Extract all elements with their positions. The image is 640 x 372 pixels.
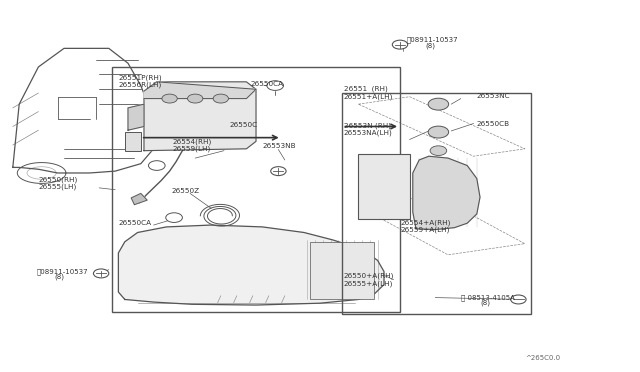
Text: (8): (8) [426,42,436,49]
Text: 26553NC: 26553NC [477,93,511,99]
Polygon shape [413,156,480,230]
Circle shape [162,94,177,103]
Bar [358,154,410,219]
Circle shape [271,167,286,176]
Text: 26551P(RH)
26556R(LH): 26551P(RH) 26556R(LH) [118,74,162,88]
Text: 26550+A(RH)
26555+A(LH): 26550+A(RH) 26555+A(LH) [344,273,394,287]
Bar [310,242,374,299]
Text: 26553N (RH)
26553NA(LH): 26553N (RH) 26553NA(LH) [344,122,392,136]
Text: 26550CA: 26550CA [118,220,152,226]
Text: 26550CA: 26550CA [251,81,284,87]
Polygon shape [144,82,256,99]
Circle shape [428,126,449,138]
Circle shape [428,98,449,110]
Text: 26550(RH)
26555(LH): 26550(RH) 26555(LH) [38,176,77,190]
Bar [125,132,141,151]
Text: (8): (8) [480,300,490,307]
Circle shape [93,269,109,278]
Text: ⓝ08911-10537: ⓝ08911-10537 [36,268,88,275]
Text: 26553NB: 26553NB [262,143,296,149]
Circle shape [166,213,182,222]
Text: 26554(RH)
26559(LH): 26554(RH) 26559(LH) [173,138,212,152]
Text: ⓢ 08513-4105A: ⓢ 08513-4105A [461,294,515,301]
Circle shape [511,295,526,304]
Text: 26551  (RH)
26551+A(LH): 26551 (RH) 26551+A(LH) [344,86,393,100]
Text: (8): (8) [54,274,65,280]
Circle shape [188,94,203,103]
Circle shape [213,94,228,103]
Circle shape [430,146,447,155]
Text: 26550Z: 26550Z [172,188,200,194]
Polygon shape [131,193,147,205]
Text: 26554+A(RH)
26559+A(LH): 26554+A(RH) 26559+A(LH) [400,219,451,233]
Polygon shape [118,225,384,305]
Circle shape [392,40,408,49]
Text: ⓝ08911-10537: ⓝ08911-10537 [406,37,458,44]
Circle shape [148,161,165,170]
Circle shape [267,81,284,90]
Text: ^265C0.0: ^265C0.0 [525,355,560,361]
Polygon shape [144,82,256,151]
Bar [112,67,400,312]
Text: 26550CB: 26550CB [477,121,510,126]
Text: 26550C: 26550C [229,122,257,128]
Polygon shape [128,104,144,130]
Bar [342,93,531,314]
